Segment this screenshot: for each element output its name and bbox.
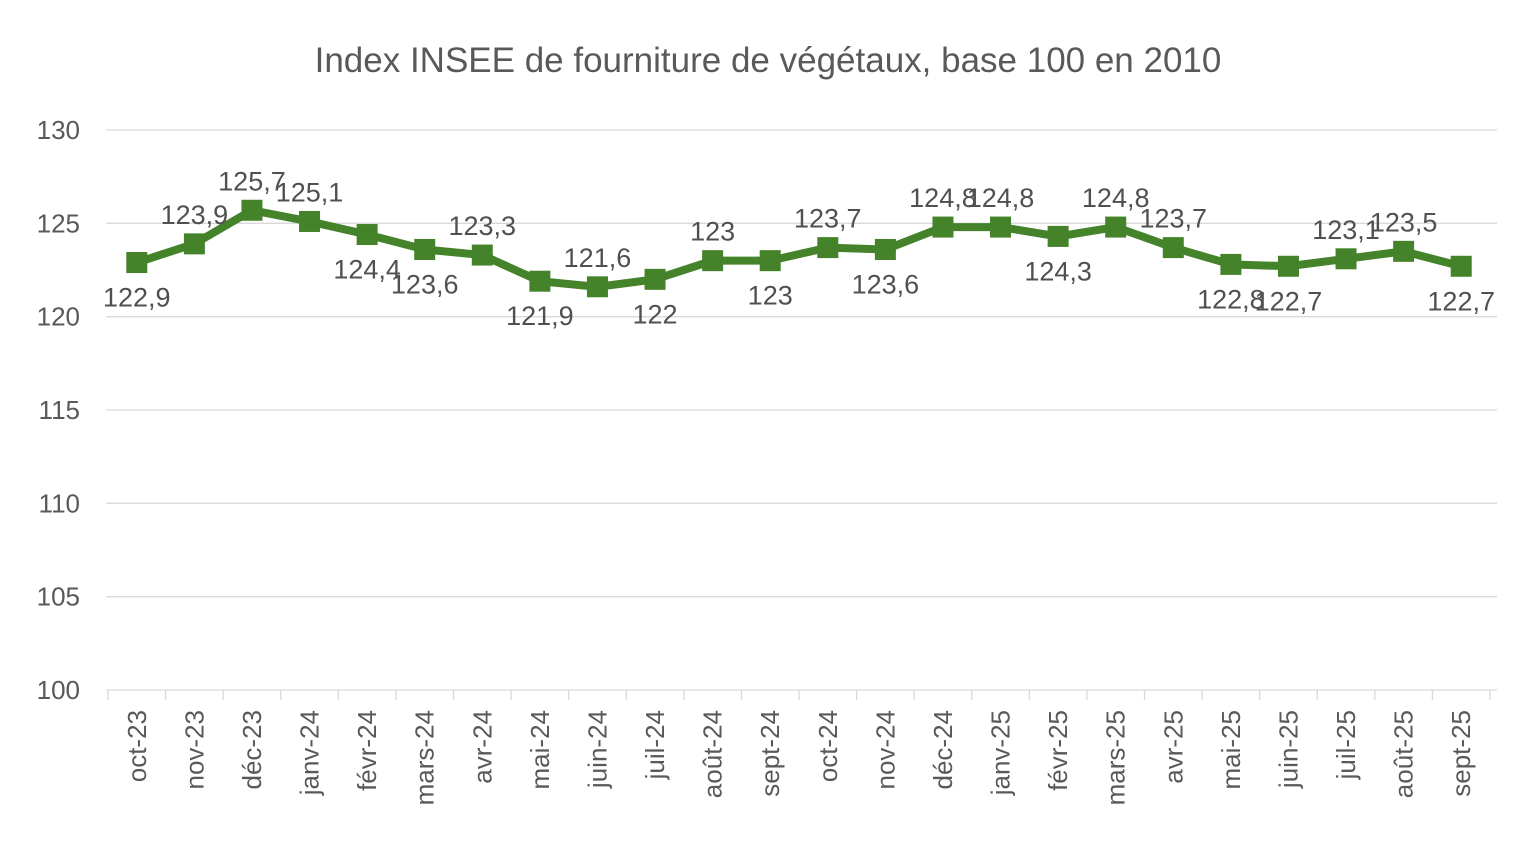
- data-label: 122: [633, 299, 678, 329]
- x-axis-tick-label: août-25: [1389, 710, 1419, 798]
- y-axis-tick-label: 125: [37, 208, 80, 238]
- data-point-marker: [126, 252, 148, 274]
- data-point-marker: [356, 224, 378, 246]
- data-label: 124,8: [1082, 183, 1150, 213]
- data-point-marker: [817, 237, 839, 259]
- x-axis-tick-label: janv-25: [986, 710, 1016, 796]
- x-axis-tick-label: juil-24: [640, 710, 670, 780]
- x-axis-tick-label: nov-24: [870, 710, 900, 790]
- data-point-marker: [702, 250, 724, 272]
- data-point-marker: [644, 268, 666, 290]
- y-axis-tick-label: 110: [39, 488, 80, 518]
- data-point-marker: [414, 238, 436, 260]
- y-axis-tick-label: 130: [37, 115, 80, 145]
- data-label: 124,8: [909, 183, 977, 213]
- data-label: 125,7: [218, 166, 286, 196]
- data-point-marker: [241, 199, 263, 221]
- data-label: 122,7: [1255, 286, 1323, 316]
- x-axis-tick-label: janv-24: [295, 710, 325, 796]
- x-axis-tick-label: mai-24: [525, 710, 555, 789]
- x-axis-tick-label: sept-24: [755, 710, 785, 797]
- data-point-marker: [1220, 253, 1242, 275]
- x-axis-tick-label: oct-23: [122, 710, 152, 782]
- x-axis-tick-label: août-24: [698, 710, 728, 798]
- x-axis-tick-label: juin-24: [582, 710, 612, 789]
- data-point-marker: [183, 233, 205, 255]
- data-label: 123: [748, 281, 793, 311]
- x-axis-tick-label: mai-25: [1216, 710, 1246, 789]
- data-point-marker: [1105, 216, 1127, 238]
- x-axis-tick-label: sept-25: [1446, 710, 1476, 797]
- data-point-marker: [1047, 225, 1069, 247]
- data-point-marker: [1393, 240, 1415, 262]
- x-axis-tick-label: déc-24: [928, 710, 958, 790]
- x-axis-tick-label: déc-23: [237, 710, 267, 790]
- data-label: 123,3: [449, 211, 517, 241]
- data-point-marker: [586, 276, 608, 298]
- x-axis-tick-label: avr-24: [467, 710, 497, 784]
- data-label: 124,8: [967, 183, 1035, 213]
- y-axis-tick-label: 115: [39, 395, 80, 425]
- data-point-marker: [529, 270, 551, 292]
- data-point-marker: [1450, 255, 1472, 277]
- x-axis-tick-label: févr-24: [352, 710, 382, 791]
- y-axis-tick-label: 100: [37, 675, 80, 705]
- data-point-marker: [990, 216, 1012, 238]
- data-label: 122,7: [1427, 286, 1495, 316]
- data-label: 122,8: [1197, 284, 1265, 314]
- data-point-marker: [1277, 255, 1299, 277]
- x-axis-tick-label: juin-25: [1273, 710, 1303, 789]
- data-label: 122,9: [103, 283, 171, 313]
- data-label: 123: [690, 217, 735, 247]
- data-label: 123,9: [161, 200, 229, 230]
- x-axis-tick-label: mars-25: [1101, 710, 1131, 805]
- x-axis-tick-label: mars-24: [410, 710, 440, 805]
- data-label: 124,4: [333, 255, 401, 285]
- data-point-marker: [759, 250, 781, 272]
- y-axis-tick-label: 120: [37, 302, 80, 332]
- data-point-marker: [1335, 248, 1357, 270]
- x-axis-tick-label: juil-25: [1331, 710, 1361, 780]
- x-axis-tick-label: oct-24: [813, 710, 843, 782]
- data-point-marker: [1162, 237, 1184, 259]
- data-point-marker: [471, 244, 493, 266]
- data-point-marker: [932, 216, 954, 238]
- data-label: 123,5: [1370, 207, 1438, 237]
- data-label: 123,6: [852, 269, 920, 299]
- data-label: 121,9: [506, 301, 574, 331]
- data-label: 123,7: [794, 204, 862, 234]
- data-label: 123,7: [1140, 204, 1208, 234]
- data-label: 123,1: [1312, 215, 1380, 245]
- data-point-marker: [299, 210, 321, 232]
- data-label: 125,1: [276, 177, 344, 207]
- chart-title: Index INSEE de fourniture de végétaux, b…: [315, 41, 1222, 80]
- data-label: 121,6: [564, 243, 632, 273]
- y-axis-tick-label: 105: [37, 582, 80, 612]
- x-axis-tick-label: févr-25: [1043, 710, 1073, 791]
- data-label: 123,6: [391, 269, 459, 299]
- data-label: 124,3: [1024, 256, 1092, 286]
- x-axis-tick-label: nov-23: [179, 710, 209, 790]
- x-axis-tick-label: avr-25: [1158, 710, 1188, 784]
- data-point-marker: [874, 238, 896, 260]
